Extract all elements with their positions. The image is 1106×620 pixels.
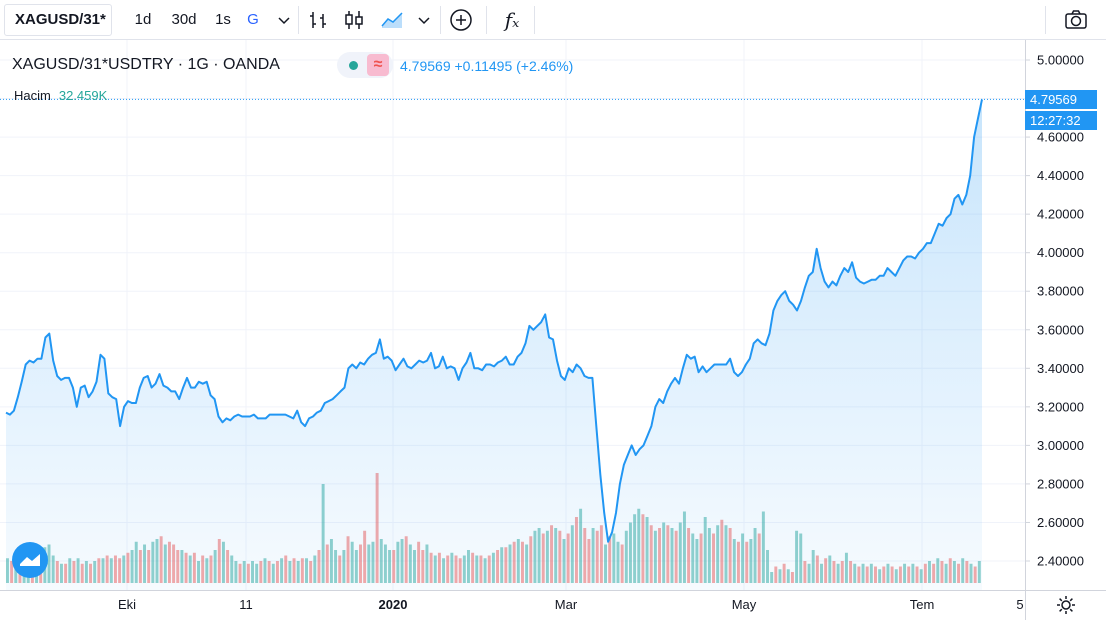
interval-1d-button[interactable]: 1d bbox=[134, 11, 152, 28]
y-tick-label: 4.00000 bbox=[1037, 245, 1084, 260]
interval-30d-button[interactable]: 30d bbox=[171, 11, 197, 28]
toolbar-divider bbox=[298, 6, 299, 34]
toolbar-divider bbox=[440, 6, 441, 34]
logo-icon bbox=[20, 554, 40, 566]
legend-change: +0.11495 bbox=[454, 58, 513, 74]
y-tick-label: 4.20000 bbox=[1037, 207, 1084, 222]
toolbar: XAGUSD/31* 1d 30d 1s G fₓ bbox=[0, 0, 1106, 40]
x-tick-label: Eki bbox=[118, 597, 136, 612]
interval-g-button[interactable]: G bbox=[247, 11, 259, 28]
symbol-search-input[interactable]: XAGUSD/31* bbox=[4, 4, 112, 36]
price-chart[interactable]: 5.000004.800004.600004.400004.200004.000… bbox=[0, 40, 1106, 620]
toolbar-divider bbox=[1045, 6, 1046, 34]
market-status-dot bbox=[349, 61, 358, 70]
legend-price: 4.79569 bbox=[400, 58, 451, 74]
price-area-fill bbox=[6, 99, 982, 591]
y-tick-label: 3.80000 bbox=[1037, 284, 1084, 299]
tradingview-logo[interactable] bbox=[12, 542, 48, 578]
chevron-down-icon[interactable] bbox=[270, 6, 298, 34]
countdown-label: 12:27:32 bbox=[1025, 111, 1097, 130]
volume-legend: Hacim 32.459K bbox=[14, 88, 107, 103]
area-chart-icon[interactable] bbox=[378, 6, 406, 34]
toolbar-divider bbox=[534, 6, 535, 34]
price-axis[interactable] bbox=[1025, 40, 1106, 590]
volume-label: Hacim bbox=[14, 88, 51, 103]
x-tick-label: Tem bbox=[910, 597, 935, 612]
y-tick-label: 2.60000 bbox=[1037, 515, 1084, 530]
legend-change-pct: (+2.46%) bbox=[516, 58, 574, 74]
chevron-down-icon[interactable] bbox=[410, 6, 438, 34]
last-price-label: 4.79569 bbox=[1025, 90, 1097, 109]
settings-corner[interactable] bbox=[1025, 590, 1106, 620]
y-tick-label: 4.40000 bbox=[1037, 168, 1084, 183]
function-icon[interactable]: fₓ bbox=[504, 8, 520, 32]
y-tick-label: 3.60000 bbox=[1037, 322, 1084, 337]
legend-symbol: XAGUSD/31*USDTRY · 1G · OANDA bbox=[12, 56, 280, 73]
gear-icon[interactable] bbox=[1054, 593, 1078, 617]
y-tick-label: 2.40000 bbox=[1037, 554, 1084, 569]
volume-value: 32.459K bbox=[58, 88, 108, 103]
toolbar-divider bbox=[486, 6, 487, 34]
bar-chart-icon[interactable] bbox=[304, 6, 332, 34]
legend-values: 4.79569 +0.11495 (+2.46%) bbox=[400, 58, 573, 74]
compare-icon[interactable]: ≈ bbox=[367, 54, 389, 76]
legend-badge[interactable]: ≈ bbox=[337, 52, 393, 78]
interval-1s-button[interactable]: 1s bbox=[215, 11, 231, 28]
y-tick-label: 4.60000 bbox=[1037, 130, 1084, 145]
price-line bbox=[5, 99, 983, 543]
x-tick-label: 5 bbox=[1016, 597, 1023, 612]
y-tick-label: 3.20000 bbox=[1037, 399, 1084, 414]
y-tick-label: 5.00000 bbox=[1037, 53, 1084, 68]
x-tick-label: 2020 bbox=[379, 597, 408, 612]
time-axis[interactable] bbox=[0, 590, 1106, 620]
x-tick-label: Mar bbox=[555, 597, 578, 612]
y-tick-label: 3.40000 bbox=[1037, 361, 1084, 376]
y-tick-label: 3.00000 bbox=[1037, 438, 1084, 453]
candlestick-icon[interactable] bbox=[340, 6, 368, 34]
x-tick-label: May bbox=[732, 597, 757, 612]
camera-icon[interactable] bbox=[1062, 6, 1090, 34]
add-circle-icon[interactable] bbox=[447, 6, 475, 34]
x-tick-label: 11 bbox=[239, 597, 253, 612]
y-tick-label: 2.80000 bbox=[1037, 476, 1084, 491]
